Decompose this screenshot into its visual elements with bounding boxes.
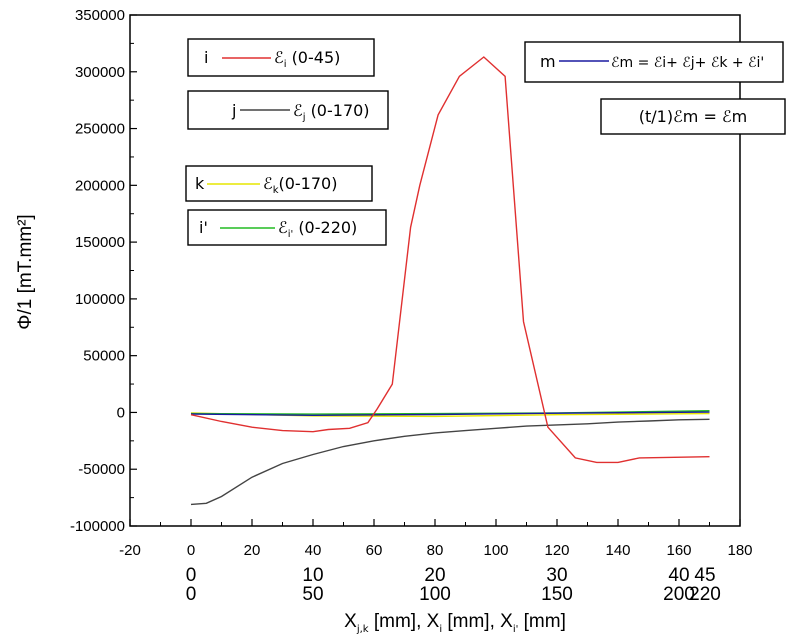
y-tick-label: 100000 (75, 291, 125, 308)
secondary-axis-label: 150 (541, 584, 573, 605)
y-tick-label: -100000 (70, 518, 125, 535)
svg-text:ℰi' (0-220): ℰi' (0-220) (278, 218, 357, 240)
legend-k: k ℰk(0-170) (185, 165, 373, 202)
series-group (190, 56, 710, 506)
secondary-axis-label: 40 (668, 565, 689, 586)
x-tick-label: 80 (427, 542, 444, 559)
y-tick-label: 50000 (83, 348, 125, 365)
svg-text:j: j (231, 101, 236, 120)
y-tick-label: 350000 (75, 7, 125, 24)
svg-text:(t/1)ℰm = ℰm: (t/1)ℰm = ℰm (639, 107, 747, 126)
y-tick-label: -50000 (78, 461, 125, 478)
svg-text:m: m (540, 52, 556, 71)
y-tick-label: 0 (117, 404, 125, 421)
x-tick-label: 120 (544, 542, 569, 559)
secondary-axis-label: 0 (186, 584, 197, 605)
x-tick-label: 180 (727, 542, 752, 559)
y-tick-label: 150000 (75, 234, 125, 251)
y-axis-label: Φ/1 [mT.mm²] (15, 214, 36, 329)
x-tick-label: 160 (666, 542, 691, 559)
x-tick-label: -20 (119, 542, 141, 559)
secondary-axis-label: 45 (694, 565, 715, 586)
svg-text:ℰk(0-170): ℰk(0-170) (263, 174, 337, 196)
x-tick-label: 0 (187, 542, 195, 559)
secondary-axis-label: 20 (424, 565, 445, 586)
y-tick-label: 300000 (75, 64, 125, 81)
y-tick-label: 250000 (75, 121, 125, 138)
legend-m: m ℰm = ℰi+ ℰj+ ℰk + ℰi' (524, 41, 784, 83)
svg-text:k: k (195, 174, 205, 193)
legend-i-prime: i' ℰi' (0-220) (187, 209, 387, 246)
legend-i: i ℰi (0-45) (187, 38, 375, 77)
y-axis: -100000 -50000 0 50000 100000 150000 200000 250… (70, 7, 137, 535)
series-line-i (190, 56, 710, 464)
series-line-j (190, 418, 710, 506)
x-tick-label: 140 (605, 542, 630, 559)
legend-j: j ℰj (0-170) (187, 90, 389, 130)
series-line-m (190, 411, 710, 417)
y-tick-label: 200000 (75, 177, 125, 194)
secondary-axis-label: 10 (302, 565, 323, 586)
secondary-axis-label: 50 (302, 584, 323, 605)
x-tick-label: 40 (305, 542, 322, 559)
x-tick-label: 60 (366, 542, 383, 559)
secondary-axis-label: 0 (186, 565, 197, 586)
svg-text:ℰj (0-170): ℰj (0-170) (293, 101, 370, 123)
secondary-axis-label: 100 (419, 584, 451, 605)
svg-text:ℰi (0-45): ℰi (0-45) (274, 48, 340, 70)
secondary-axis-label: 30 (546, 565, 567, 586)
x-axis: -20 0 20 40 60 80 100 120 140 160 180 (119, 519, 753, 559)
svg-text:i': i' (199, 218, 208, 237)
annotation-box: (t/1)ℰm = ℰm (600, 98, 786, 135)
secondary-axis-label: 220 (689, 584, 721, 605)
x-tick-label: 20 (244, 542, 261, 559)
x-tick-label: 100 (483, 542, 508, 559)
svg-text:ℰm = ℰi+ ℰj+ ℰk + ℰi': ℰm = ℰi+ ℰj+ ℰk + ℰi' (611, 55, 764, 71)
svg-text:i: i (204, 48, 208, 67)
x-axis-label: Xj,k [mm], Xi [mm], Xi' [mm] (344, 611, 566, 635)
secondary-axis-label: 200 (663, 584, 695, 605)
